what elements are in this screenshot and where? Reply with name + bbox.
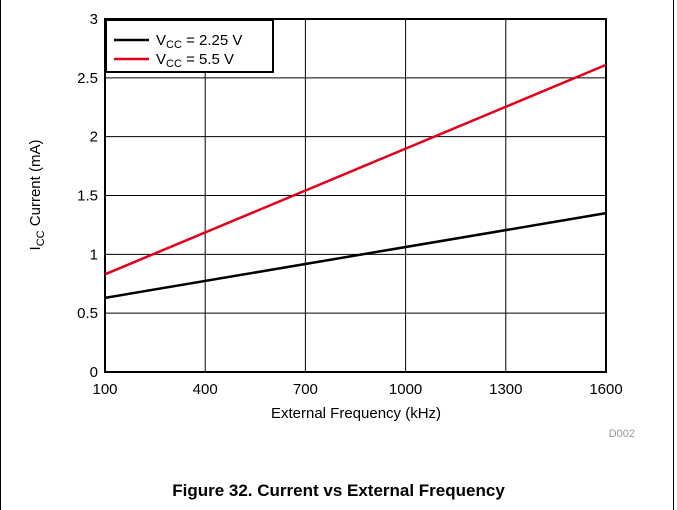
page-frame-right — [673, 0, 674, 510]
series-layer — [104, 63, 607, 300]
figure-id-watermark: D002 — [609, 428, 635, 440]
x-tick-label: 400 — [193, 381, 218, 398]
y-tick-label: 0 — [90, 364, 98, 381]
legend-label-series-2: VCC = 5.5 V — [156, 51, 234, 70]
y-tick-label: 2.5 — [77, 70, 98, 87]
page-frame-left — [0, 0, 1, 510]
x-axis-ticks: 100 400 700 1000 1300 1600 — [92, 381, 622, 398]
x-tick-label: 1000 — [389, 381, 422, 398]
legend-box — [105, 19, 274, 73]
x-tick-label: 1300 — [489, 381, 522, 398]
y-tick-label: 1.5 — [77, 188, 98, 205]
x-tick-label: 1600 — [589, 381, 622, 398]
figure-caption: Figure 32. Current vs External Frequency — [172, 481, 505, 500]
x-tick-label: 100 — [92, 381, 117, 398]
legend: VCC = 2.25 V VCC = 5.5 V — [105, 19, 274, 73]
x-tick-label: 700 — [293, 381, 318, 398]
y-axis-label: ICC Current (mA) — [27, 140, 47, 251]
y-tick-label: 1 — [90, 246, 98, 263]
y-tick-label: 3 — [90, 11, 98, 28]
series-line-2 — [104, 63, 607, 276]
y-tick-label: 2 — [90, 129, 98, 146]
chart: 100 400 700 1000 1300 1600 0 0.5 1 1.5 2 2.5 3 Exte… — [27, 11, 635, 440]
series-line-1 — [104, 211, 607, 300]
y-axis-ticks: 0 0.5 1 1.5 2 2.5 3 — [77, 11, 98, 381]
plot-area-border — [104, 18, 607, 373]
y-tick-label: 0.5 — [77, 305, 98, 322]
legend-label-series-1: VCC = 2.25 V — [156, 32, 242, 51]
x-axis-label: External Frequency (kHz) — [271, 405, 441, 422]
